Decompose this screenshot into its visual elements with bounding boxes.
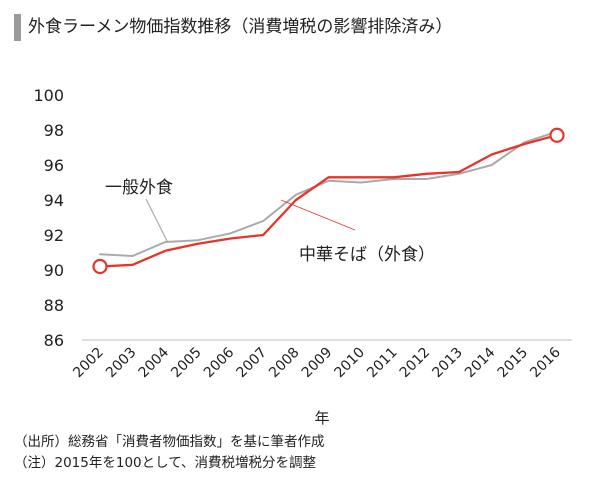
title-accent-bar	[14, 14, 21, 41]
y-tick-label: 96	[44, 156, 64, 175]
chart-title: 外食ラーメン物価指数推移（消費増税の影響排除済み）	[28, 17, 453, 37]
series-line-chuka-soba	[98, 134, 559, 268]
source-notes: （出所）総務省「消費者物価指数」を基に筆者作成 （注）2015年を100として、…	[14, 432, 325, 474]
x-tick-label: 2005	[168, 345, 205, 382]
x-tick-label: 2009	[299, 345, 336, 382]
source-note: （出所）総務省「消費者物価指数」を基に筆者作成	[14, 434, 325, 450]
x-tick-label: 2004	[136, 344, 173, 381]
y-tick-label: 88	[44, 296, 64, 315]
x-tick-label: 2011	[364, 345, 401, 382]
x-tick-label: 2007	[234, 345, 271, 382]
annotation-leader-soba	[280, 199, 356, 231]
annotation-leader-general	[145, 198, 169, 244]
x-tick-label: 2013	[429, 345, 466, 382]
x-tick-label: 2002	[70, 345, 107, 382]
x-tick-label: 2015	[495, 345, 532, 382]
x-tick-label: 2010	[331, 345, 368, 382]
x-tick-label: 2014	[462, 344, 499, 381]
x-tick-label: 2012	[397, 345, 434, 382]
series-label-general-dining: 一般外食	[105, 178, 173, 198]
x-axis-label: 年	[314, 409, 329, 427]
x-tick-label: 2003	[103, 345, 140, 382]
y-tick-label: 90	[44, 261, 64, 280]
line-chart: 8688909294969810020022003200420052006200…	[33, 86, 572, 427]
y-tick-label: 94	[44, 191, 64, 210]
x-tick-label: 2016	[527, 344, 564, 381]
series-endpoint-marker	[549, 127, 565, 143]
series-line-general-dining	[99, 130, 558, 257]
y-tick-label: 86	[44, 331, 64, 350]
y-tick-label: 92	[44, 226, 64, 245]
series-endpoint-marker	[92, 258, 108, 275]
x-tick-label: 2006	[201, 344, 238, 381]
footnote: （注）2015年を100として、消費税増税分を調整	[14, 455, 317, 471]
series-label-chuka-soba: 中華そば（外食）	[299, 245, 435, 265]
y-tick-label: 100	[33, 86, 64, 105]
x-tick-label: 2008	[266, 345, 303, 382]
y-tick-label: 98	[44, 121, 64, 140]
